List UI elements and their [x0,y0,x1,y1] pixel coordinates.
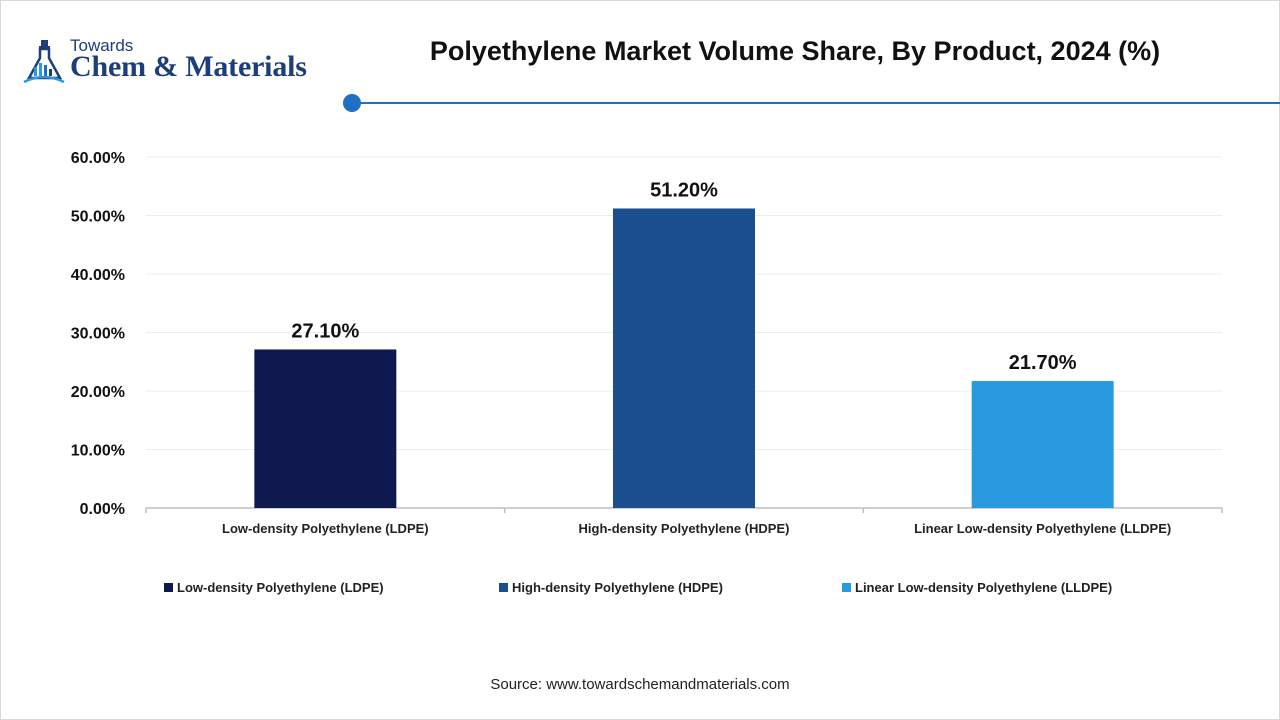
bar-data-label: 21.70% [1009,352,1077,374]
y-tick-label: 20.00% [71,384,125,401]
x-tick-label: High-density Polyethylene (HDPE) [579,521,790,536]
source-note: Source: www.towardschemandmaterials.com [490,676,790,693]
brand-logo: Towards Chem & Materials [22,36,342,88]
bar [971,381,1114,508]
legend-item-ldpe: Low-density Polyethylene (LDPE) [164,580,384,595]
legend-item-lldpe: Linear Low-density Polyethylene (LLDPE) [842,580,1112,595]
legend-swatch-lldpe [842,583,851,592]
title-underline-dot [343,94,361,112]
y-tick-label: 10.00% [71,443,125,460]
y-tick-label: 0.00% [80,501,125,518]
legend-item-hdpe: High-density Polyethylene (HDPE) [499,580,723,595]
y-tick-label: 30.00% [71,326,125,343]
chart-legend: Low-density Polyethylene (LDPE) High-den… [0,580,1280,602]
bar [613,208,755,509]
chart-title: Polyethylene Market Volume Share, By Pro… [429,36,1161,66]
bar-data-label: 51.20% [650,179,718,201]
bar [254,349,397,508]
title-underline [352,102,1280,104]
logo-text-chem-materials: Chem & Materials [70,50,307,83]
flask-building-icon [23,40,65,84]
bar-chart: 0.00% 10.00% 20.00% 30.00% 40.00% 50.00% 60.00… [71,150,1223,536]
legend-swatch-hdpe [499,583,508,592]
y-tick-label: 60.00% [71,150,125,167]
legend-label-ldpe: Low-density Polyethylene (LDPE) [177,580,384,595]
y-tick-label: 40.00% [71,267,125,284]
y-tick-label: 50.00% [71,209,125,226]
legend-swatch-ldpe [164,583,173,592]
x-tick-label: Linear Low-density Polyethylene (LLDPE) [914,521,1171,536]
legend-label-hdpe: High-density Polyethylene (HDPE) [512,580,723,595]
x-tick-label: Low-density Polyethylene (LDPE) [222,521,429,536]
bar-data-label: 27.10% [291,320,359,342]
logo-text-towards: Towards [70,36,134,55]
legend-label-lldpe: Linear Low-density Polyethylene (LLDPE) [855,580,1113,595]
